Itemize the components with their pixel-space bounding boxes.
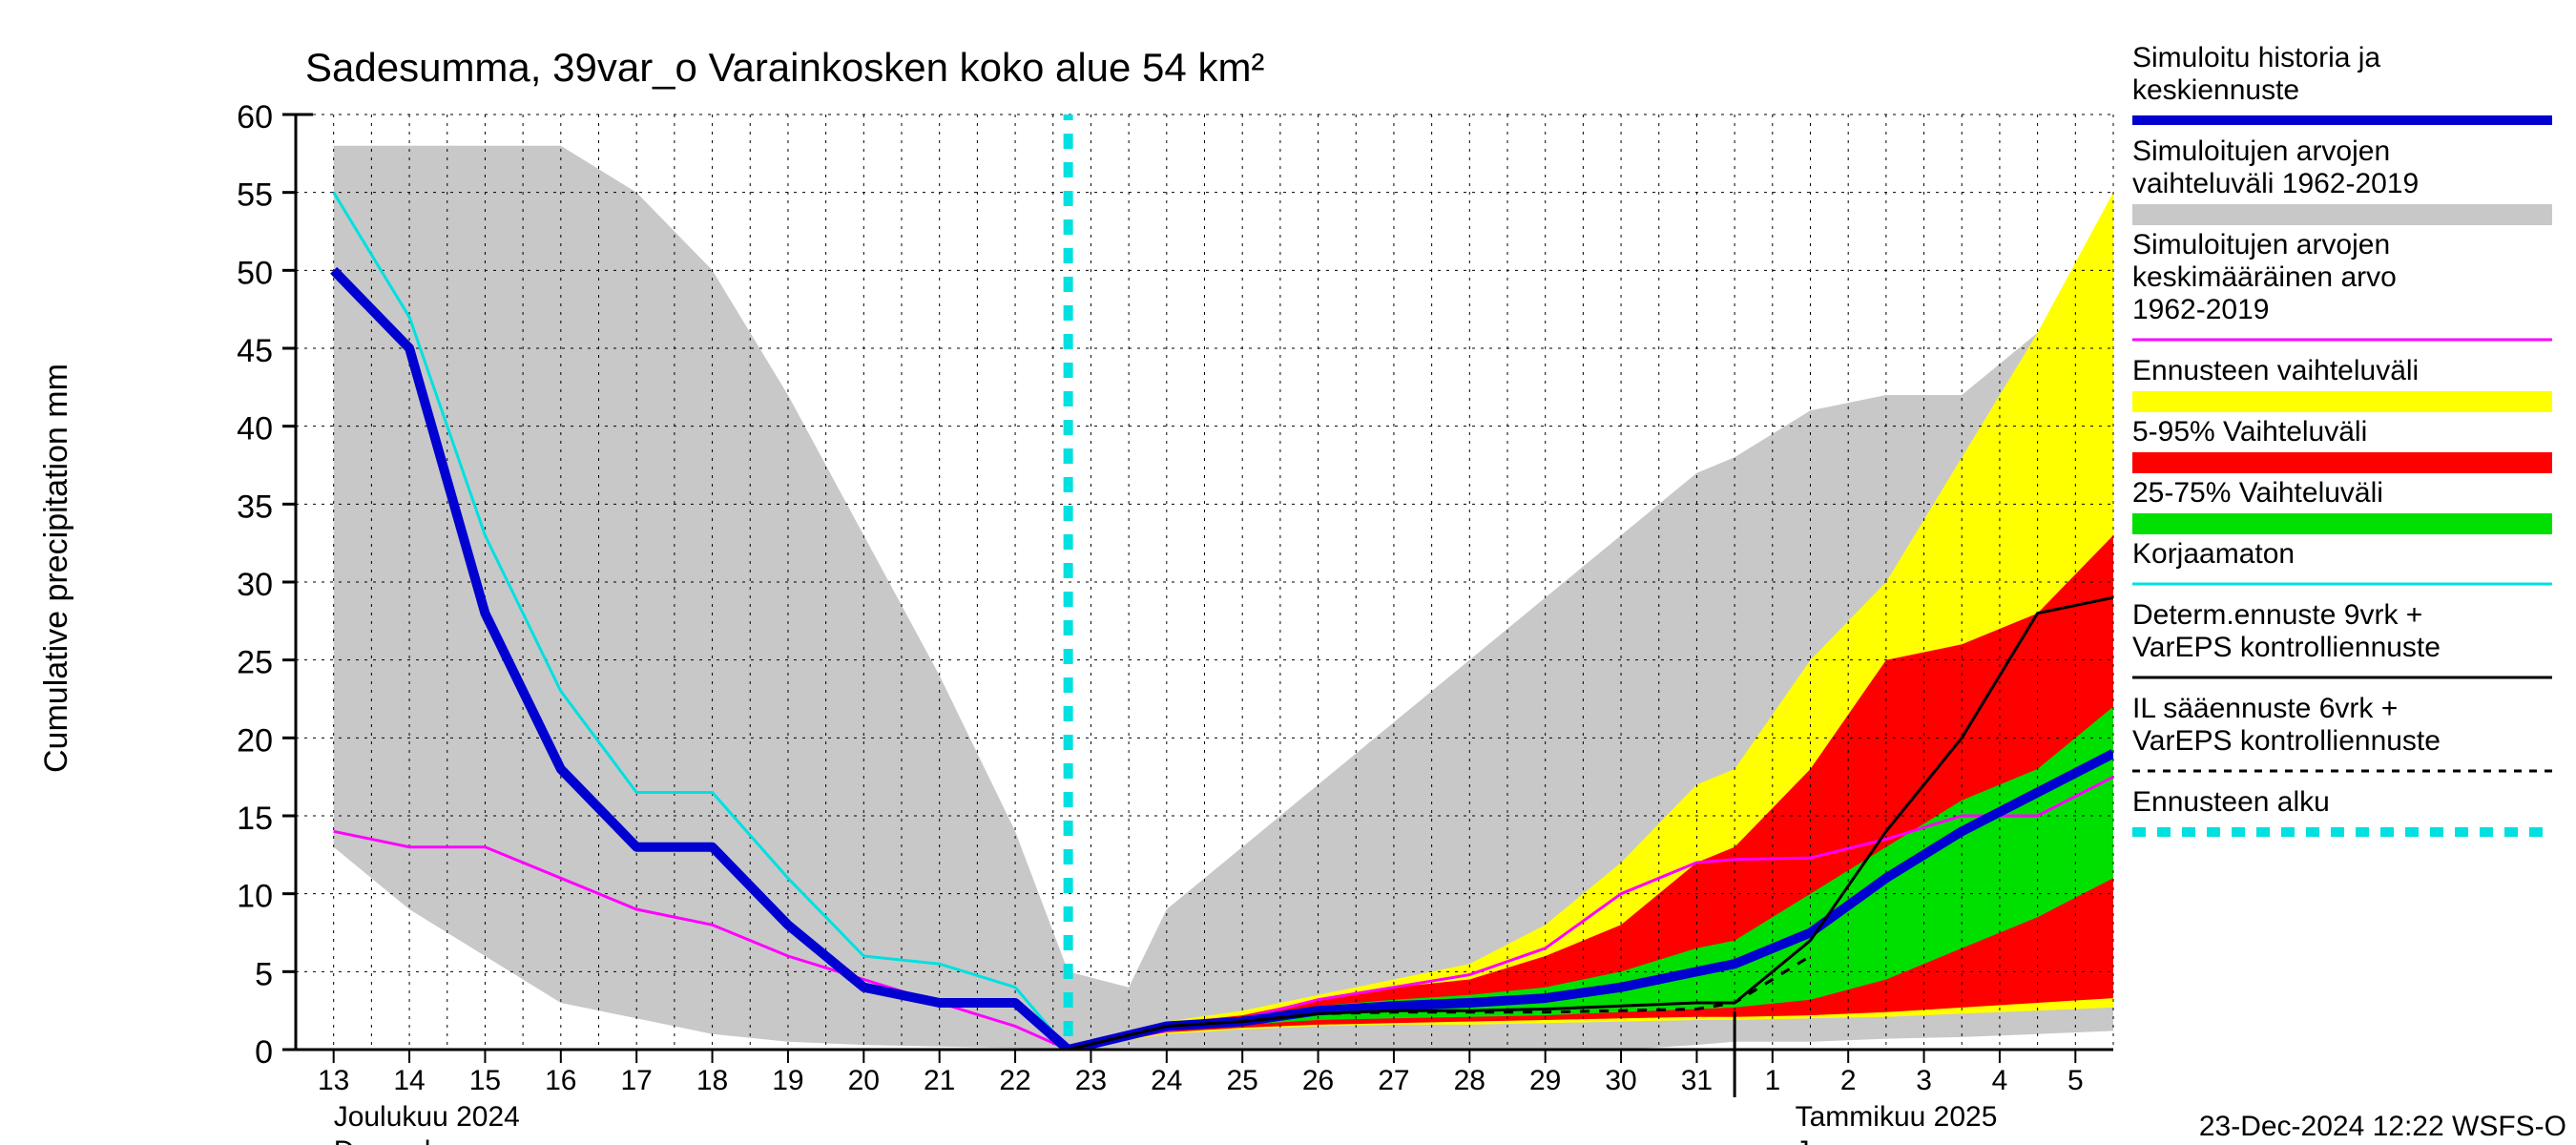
legend-label: 5-95% Vaihteluväli [2132, 416, 2367, 448]
precipitation-chart: 0510152025303540455055601314151617181920… [0, 0, 2576, 1145]
y-tick-label: 20 [237, 722, 273, 759]
bands [334, 146, 2113, 1050]
legend-label: Simuloitujen arvojen [2132, 135, 2390, 167]
x-tick-label: 24 [1151, 1065, 1182, 1096]
y-tick-label: 50 [237, 255, 273, 291]
y-tick-label: 15 [237, 801, 273, 837]
x-tick-label: 20 [848, 1065, 880, 1096]
x-tick-label: 2 [1840, 1065, 1857, 1096]
y-tick-label: 35 [237, 489, 273, 525]
y-tick-label: 45 [237, 333, 273, 369]
legend-label: VarEPS kontrolliennuste [2132, 632, 2441, 663]
x-tick-label: 17 [621, 1065, 653, 1096]
legend-swatch [2132, 452, 2552, 473]
month-label-left-fi: Joulukuu 2024 [334, 1101, 520, 1133]
y-axis-label: Cumulative precipitation mm [38, 364, 74, 773]
y-tick-label: 40 [237, 411, 273, 448]
x-tick-label: 29 [1529, 1065, 1561, 1096]
month-label-right-fi: Tammikuu 2025 [1796, 1101, 1998, 1133]
x-tick-label: 21 [924, 1065, 955, 1096]
y-tick-label: 25 [237, 645, 273, 681]
legend-label: Simuloitu historia ja [2132, 42, 2380, 73]
x-tick-label: 27 [1378, 1065, 1409, 1096]
x-tick-label: 15 [469, 1065, 501, 1096]
chart-title: Sadesumma, 39var_o Varainkosken koko alu… [305, 45, 1264, 90]
x-tick-label: 18 [696, 1065, 728, 1096]
legend-label: VarEPS kontrolliennuste [2132, 725, 2441, 757]
legend-label: Determ.ennuste 9vrk + [2132, 599, 2422, 631]
x-tick-label: 5 [2067, 1065, 2084, 1096]
legend-label: keskiennuste [2132, 74, 2299, 106]
legend-swatch [2132, 391, 2552, 412]
y-tick-label: 0 [255, 1034, 273, 1071]
y-tick-label: 60 [237, 99, 273, 135]
legend-label: Korjaamaton [2132, 538, 2295, 570]
legend-label: vaihteluväli 1962-2019 [2132, 168, 2419, 199]
legend-label: 25-75% Vaihteluväli [2132, 477, 2383, 509]
y-tick-label: 5 [255, 956, 273, 992]
month-label-left-en: December [334, 1135, 466, 1145]
x-tick-label: 28 [1454, 1065, 1485, 1096]
x-tick-label: 3 [1916, 1065, 1932, 1096]
y-tick-label: 30 [237, 567, 273, 603]
x-tick-label: 31 [1681, 1065, 1713, 1096]
legend-label: 1962-2019 [2132, 294, 2269, 325]
y-tick-label: 55 [237, 177, 273, 214]
x-tick-label: 19 [772, 1065, 803, 1096]
x-tick-label: 23 [1075, 1065, 1107, 1096]
x-tick-label: 16 [545, 1065, 576, 1096]
chart-svg: 0510152025303540455055601314151617181920… [0, 0, 2576, 1145]
x-tick-label: 30 [1605, 1065, 1636, 1096]
x-tick-label: 14 [393, 1065, 425, 1096]
x-tick-label: 25 [1227, 1065, 1258, 1096]
y-tick-label: 10 [237, 879, 273, 915]
legend-label: IL sääennuste 6vrk + [2132, 693, 2398, 724]
legend-swatch [2132, 204, 2552, 225]
legend-label: Simuloitujen arvojen [2132, 229, 2390, 260]
x-tick-label: 13 [318, 1065, 349, 1096]
legend-label: keskimääräinen arvo [2132, 261, 2397, 293]
x-tick-label: 1 [1764, 1065, 1780, 1096]
x-tick-label: 4 [1992, 1065, 2008, 1096]
x-tick-label: 22 [999, 1065, 1030, 1096]
legend-label: Ennusteen alku [2132, 786, 2330, 818]
legend-swatch [2132, 513, 2552, 534]
month-label-right-en: January [1796, 1135, 1898, 1145]
x-tick-label: 26 [1302, 1065, 1334, 1096]
footer-timestamp: 23-Dec-2024 12:22 WSFS-O [2199, 1111, 2566, 1142]
legend-label: Ennusteen vaihteluväli [2132, 355, 2419, 386]
